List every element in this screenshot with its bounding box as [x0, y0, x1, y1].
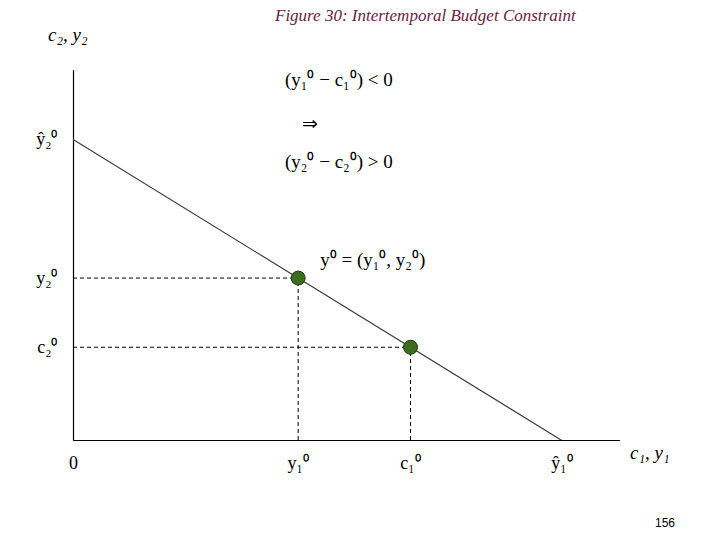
html-text:c₂, y₂: c₂, y₂ [48, 24, 88, 45]
svg-text:c₁⁰: c₁⁰ [400, 453, 420, 473]
html-text:Figure 30: Intertemporal Budge: Figure 30: Intertemporal Budget Constrai… [275, 6, 576, 25]
svg-text:ŷ₁⁰: ŷ₁⁰ [551, 453, 572, 473]
svg-text:y⁰ = (y₁⁰, y₂⁰): y⁰ = (y₁⁰, y₂⁰) [320, 249, 425, 271]
svg-text:0: 0 [69, 453, 78, 473]
svg-text:y₁⁰: y₁⁰ [288, 453, 309, 473]
html-text:(y₂⁰ − c₂⁰) > 0: (y₂⁰ − c₂⁰) > 0 [285, 151, 393, 172]
svg-text:y₂⁰: y₂⁰ [36, 268, 57, 288]
html-text:156: 156 [655, 516, 675, 530]
html-text:c₁, y₁: c₁, y₁ [630, 442, 670, 463]
html-text:(y₁⁰ − c₁⁰) < 0: (y₁⁰ − c₁⁰) < 0 [285, 69, 393, 90]
svg-text:ŷ₂⁰: ŷ₂⁰ [36, 129, 57, 149]
svg-text:c₂⁰: c₂⁰ [37, 337, 57, 357]
